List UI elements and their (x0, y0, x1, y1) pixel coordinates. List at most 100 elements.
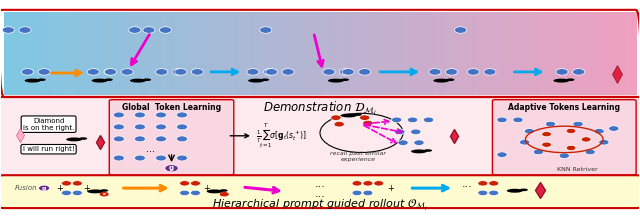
Ellipse shape (113, 124, 124, 130)
Ellipse shape (411, 149, 427, 153)
Bar (548, 12, 550, 95)
Ellipse shape (573, 69, 585, 75)
Ellipse shape (134, 155, 145, 161)
Ellipse shape (342, 69, 354, 75)
Bar (360, 12, 363, 95)
Bar (196, 12, 198, 95)
Bar (118, 12, 120, 95)
Bar (563, 12, 565, 95)
Bar (451, 12, 453, 95)
Bar (346, 12, 348, 95)
Ellipse shape (220, 189, 228, 192)
Text: +: + (387, 184, 394, 193)
Bar (480, 12, 483, 95)
Bar (193, 12, 196, 95)
Bar (529, 12, 531, 95)
Ellipse shape (331, 115, 341, 120)
Bar (147, 12, 150, 95)
Bar (506, 12, 508, 95)
Ellipse shape (363, 190, 373, 196)
Bar (320, 12, 323, 95)
Bar (143, 12, 146, 95)
Bar (428, 12, 430, 95)
Ellipse shape (520, 140, 530, 145)
Bar (181, 12, 184, 95)
Bar (436, 12, 438, 95)
Bar (584, 12, 586, 95)
Ellipse shape (363, 120, 373, 126)
Ellipse shape (392, 117, 402, 123)
Bar (107, 12, 110, 95)
Bar (354, 12, 356, 95)
Ellipse shape (207, 189, 223, 193)
Bar (229, 12, 232, 95)
Bar (488, 12, 492, 95)
Text: ...: ... (315, 189, 325, 199)
Bar (128, 12, 131, 95)
Bar (569, 12, 572, 95)
Bar (571, 12, 573, 95)
Bar (440, 12, 443, 95)
Bar (362, 12, 365, 95)
Ellipse shape (489, 190, 499, 196)
Bar (509, 12, 513, 95)
Ellipse shape (478, 181, 488, 186)
Bar (40, 12, 42, 95)
Ellipse shape (61, 181, 72, 186)
Bar (372, 12, 376, 95)
Bar (330, 12, 333, 95)
Ellipse shape (352, 181, 362, 186)
Bar (364, 12, 367, 95)
Ellipse shape (104, 78, 113, 81)
Bar (449, 12, 451, 95)
Bar (305, 12, 308, 95)
Bar (634, 12, 637, 95)
Bar (109, 12, 112, 95)
Ellipse shape (156, 124, 166, 130)
Ellipse shape (353, 113, 362, 116)
Bar (377, 12, 380, 95)
Bar (141, 12, 143, 95)
Bar (426, 12, 428, 95)
Bar (483, 12, 485, 95)
Bar (516, 12, 519, 95)
Bar (539, 12, 542, 95)
Bar (630, 12, 632, 95)
Bar (134, 12, 138, 95)
FancyBboxPatch shape (0, 97, 640, 178)
Bar (157, 12, 161, 95)
Ellipse shape (130, 79, 146, 83)
Bar (76, 12, 78, 95)
Bar (38, 12, 40, 95)
Bar (113, 12, 116, 95)
Bar (80, 12, 83, 95)
Ellipse shape (134, 136, 145, 142)
Bar (609, 12, 611, 95)
Ellipse shape (156, 69, 168, 75)
Bar (493, 12, 495, 95)
FancyBboxPatch shape (109, 100, 234, 175)
Ellipse shape (172, 69, 184, 75)
Bar (103, 12, 106, 95)
Bar (236, 12, 239, 95)
Ellipse shape (484, 69, 496, 75)
Bar (124, 12, 127, 95)
Ellipse shape (177, 112, 188, 118)
Text: recall past similar
experience: recall past similar experience (330, 151, 387, 162)
Bar (126, 12, 129, 95)
Bar (23, 12, 26, 95)
Bar (33, 12, 36, 95)
Ellipse shape (66, 138, 82, 141)
Bar (29, 12, 32, 95)
Bar (607, 12, 609, 95)
Bar (533, 12, 536, 95)
Bar (162, 12, 164, 95)
Bar (282, 12, 285, 95)
Bar (122, 12, 125, 95)
Ellipse shape (446, 78, 454, 81)
Bar (219, 12, 221, 95)
Ellipse shape (37, 78, 45, 81)
Bar (472, 12, 474, 95)
Bar (527, 12, 529, 95)
Bar (463, 12, 466, 95)
